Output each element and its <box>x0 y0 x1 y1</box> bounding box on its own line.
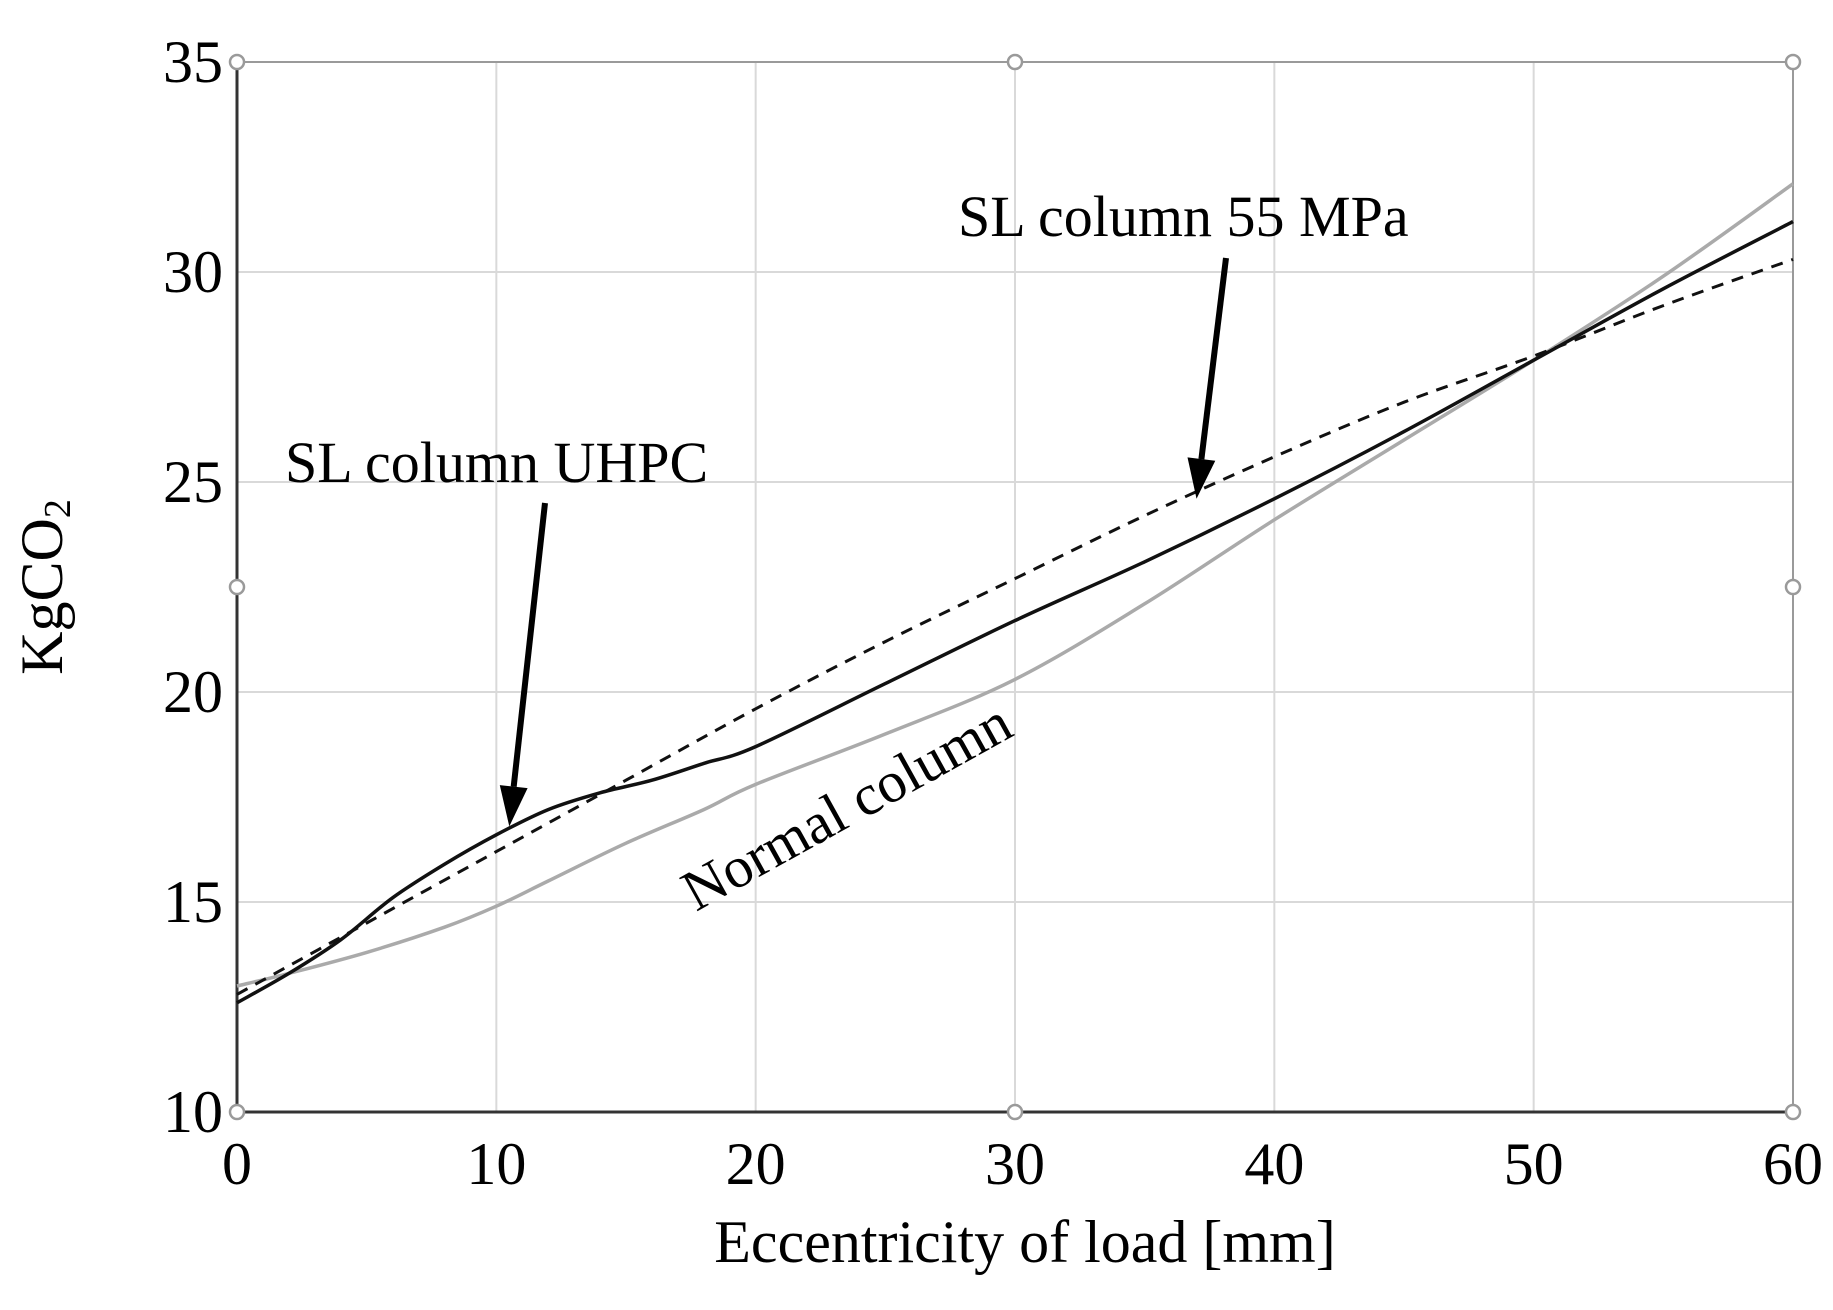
arrow-sl-column-uhpc-head <box>499 785 528 827</box>
annotation-normal-column: Normal column <box>671 689 1022 923</box>
x-tick-label-0: 0 <box>222 1131 252 1197</box>
x-tick-label-10: 10 <box>466 1131 526 1197</box>
y-axis-label: KgCO2 <box>9 499 79 675</box>
frame-handle-7 <box>1784 1103 1802 1121</box>
y-tick-label-25: 25 <box>163 449 223 515</box>
frame-handle-0 <box>228 53 246 71</box>
frame-handle-4 <box>1784 578 1802 596</box>
x-tick-label-30: 30 <box>985 1131 1045 1197</box>
y-tick-label-20: 20 <box>163 659 223 725</box>
y-tick-label-10: 10 <box>163 1079 223 1145</box>
annotation-sl-column-uhpc: SL column UHPC <box>285 430 708 495</box>
arrow-sl-column-55mpa-head <box>1187 457 1216 499</box>
y-axis-label-subscript: 2 <box>37 499 79 518</box>
y-tick-label-30: 30 <box>163 239 223 305</box>
x-tick-label-40: 40 <box>1244 1131 1304 1197</box>
frame-handle-2 <box>1784 53 1802 71</box>
arrow-sl-column-55mpa-shaft <box>1198 257 1229 460</box>
x-tick-label-20: 20 <box>726 1131 786 1197</box>
frame-handle-1 <box>1006 53 1024 71</box>
series-sl-column-uhpc-line <box>236 220 1794 1005</box>
frame-handle-6 <box>1006 1103 1024 1121</box>
plot-frame <box>228 53 1802 1121</box>
annotation-arrows <box>499 257 1229 827</box>
frame-handle-5 <box>228 1103 246 1121</box>
x-axis-label: Eccentricity of load [mm] <box>714 1209 1335 1275</box>
frame-handle-3 <box>228 578 246 596</box>
series-normal-column-line <box>236 182 1795 988</box>
y-tick-label-35: 35 <box>163 29 223 95</box>
arrow-sl-column-uhpc-shaft <box>510 502 548 787</box>
x-tick-label-50: 50 <box>1504 1131 1564 1197</box>
annotation-sl-column-55mpa: SL column 55 MPa <box>958 184 1409 249</box>
series-sl-column-55-mpa-line <box>236 257 1794 996</box>
series-layer <box>236 182 1795 1005</box>
y-axis-label-main: KgCO <box>9 518 75 675</box>
y-tick-label-15: 15 <box>163 869 223 935</box>
x-tick-label-60: 60 <box>1763 1131 1823 1197</box>
